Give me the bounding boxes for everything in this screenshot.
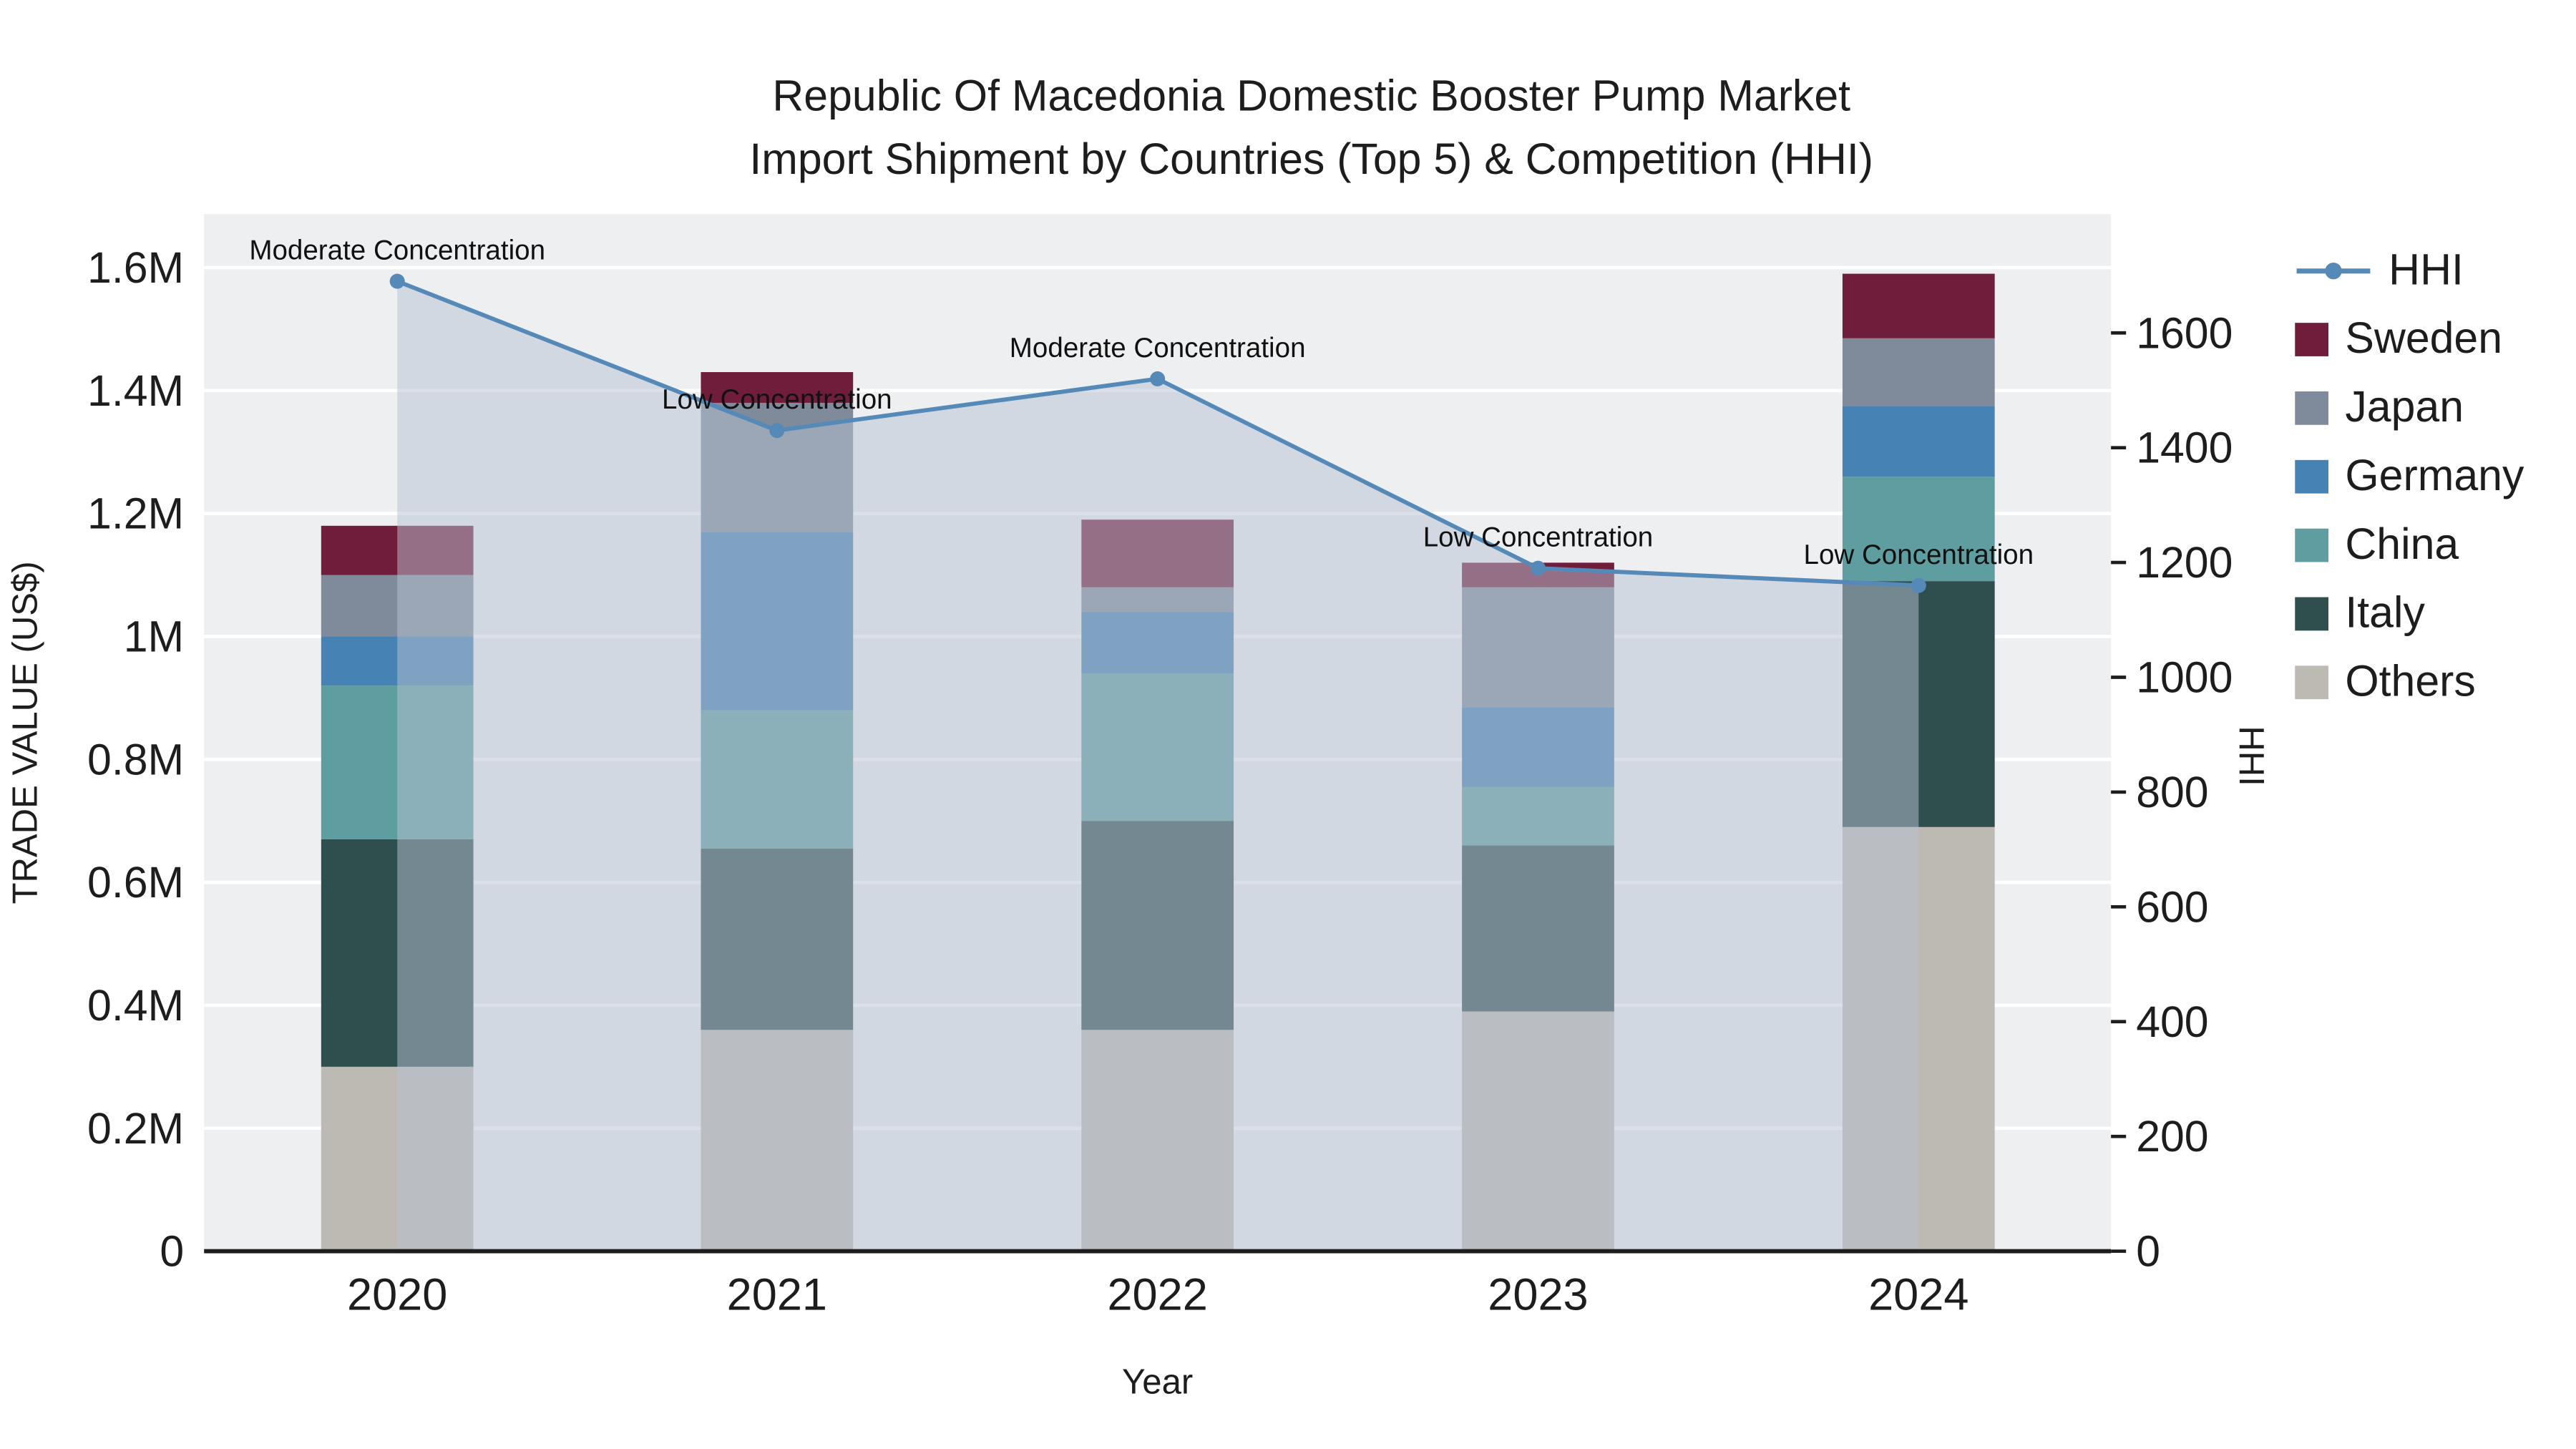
y-axis-right-tick-label: 1600	[2136, 308, 2233, 357]
legend-swatch	[2295, 390, 2329, 424]
bar-segment-germany-2024	[1842, 406, 1995, 477]
legend: HHI Sweden Japan Germany China Italy Others	[2295, 244, 2524, 706]
y-axis-right-tick-label: 400	[2136, 997, 2208, 1046]
legend-swatch	[2295, 459, 2329, 493]
x-axis-tick-label: 2020	[347, 1269, 447, 1319]
y-axis-left-tick-label: 0.8M	[87, 735, 184, 784]
legend-item-hhi[interactable]: HHI	[2295, 244, 2524, 295]
bar-segment-sweden-2024	[1842, 273, 1995, 338]
legend-label: Japan	[2345, 381, 2464, 432]
bar-segment-japan-2024	[1842, 338, 1995, 406]
y-axis-left-tick-label: 1.2M	[87, 489, 184, 538]
legend-line-symbol	[2296, 261, 2371, 279]
x-axis-tick-label: 2024	[1868, 1269, 1968, 1319]
legend-label: Italy	[2345, 587, 2425, 638]
chart-title-line1: Republic Of Macedonia Domestic Booster P…	[772, 70, 1851, 121]
y-axis-left-tick-label: 0	[160, 1227, 184, 1276]
x-axis-tick-label: 2023	[1488, 1269, 1588, 1319]
annotation-2020: Moderate Concentration	[249, 235, 545, 266]
legend-item-japan[interactable]: Japan	[2295, 381, 2524, 432]
y-axis-right-tick-label: 0	[2136, 1227, 2160, 1276]
y-axis-left-tick-label: 0.2M	[87, 1104, 184, 1153]
chart-title-line2: Import Shipment by Countries (Top 5) & C…	[749, 134, 1874, 185]
y-axis-left-tick-label: 0.4M	[87, 981, 184, 1030]
legend-swatch	[2295, 321, 2329, 356]
y-axis-left-tick-label: 1.4M	[87, 366, 184, 415]
hhi-point-2024	[1911, 577, 1926, 593]
y-axis-right-tick-label: 1200	[2136, 538, 2233, 587]
legend-label: Germany	[2345, 449, 2524, 500]
bar-segment-china-2024	[1842, 477, 1995, 582]
legend-item-italy[interactable]: Italy	[2295, 587, 2524, 638]
annotation-2021: Low Concentration	[662, 384, 892, 415]
hhi-point-2021	[769, 423, 785, 439]
hhi-point-2023	[1530, 560, 1546, 576]
chart-title: Republic Of Macedonia Domestic Booster P…	[0, 64, 2576, 191]
legend-swatch	[2295, 665, 2329, 698]
y-axis-right-tick-label: 800	[2136, 768, 2208, 816]
annotation-2022: Moderate Concentration	[1010, 333, 1306, 364]
hhi-point-2022	[1150, 371, 1166, 386]
legend-swatch	[2295, 527, 2329, 562]
x-axis-tick-label: 2021	[727, 1269, 827, 1319]
y-axis-left-tick-label: 0.6M	[87, 858, 184, 907]
y-axis-right-tick-label: 1000	[2136, 653, 2233, 702]
x-axis-tick-label: 2022	[1107, 1269, 1207, 1319]
x-axis-title: Year	[1122, 1363, 1194, 1402]
legend-label: HHI	[2389, 244, 2464, 295]
y-axis-left-tick-label: 1.6M	[87, 243, 184, 292]
y-axis-right-tick-label: 600	[2136, 882, 2208, 931]
legend-label: Others	[2345, 655, 2476, 706]
annotation-2023: Low Concentration	[1423, 522, 1654, 553]
legend-item-germany[interactable]: Germany	[2295, 449, 2524, 500]
hhi-point-2020	[389, 273, 405, 289]
legend-item-sweden[interactable]: Sweden	[2295, 313, 2524, 364]
y-axis-left-tick-label: 1M	[124, 612, 184, 660]
bar-segment-sweden-2021	[701, 372, 854, 403]
legend-label: Sweden	[2345, 313, 2503, 364]
y-axis-right-tick-label: 200	[2136, 1112, 2208, 1161]
hhi-area-fill	[397, 281, 1919, 1252]
y-axis-right-tick-label: 1400	[2136, 424, 2233, 472]
annotation-2024: Low Concentration	[1804, 540, 2034, 570]
legend-item-others[interactable]: Others	[2295, 655, 2524, 706]
legend-swatch	[2295, 596, 2329, 630]
legend-label: China	[2345, 518, 2459, 569]
legend-item-china[interactable]: China	[2295, 518, 2524, 569]
